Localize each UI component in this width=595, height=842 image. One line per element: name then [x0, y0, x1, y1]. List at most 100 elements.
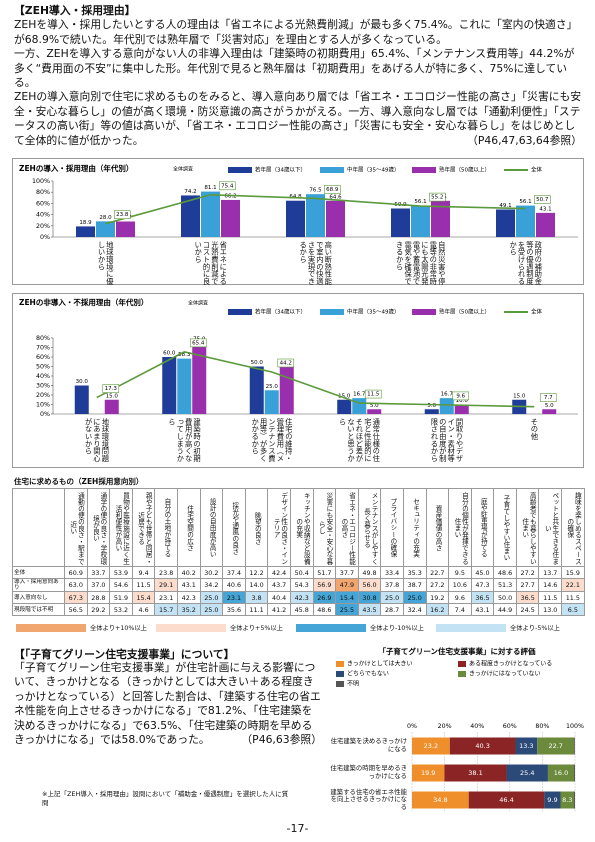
bar-segment [449, 737, 516, 755]
y-tick-label: 80% [36, 189, 50, 196]
table-cell: 48.6 [312, 603, 337, 616]
table-cell: 22.1 [561, 578, 585, 592]
bar-segment [547, 764, 575, 782]
row-header: 現段階では不明 [12, 603, 65, 616]
legend-label: きっかけとしては大きい [347, 660, 412, 668]
y-tick-label: 80% [36, 335, 50, 342]
data-label: 49.1 [499, 203, 511, 209]
bar [96, 221, 115, 237]
bar-segment [506, 764, 548, 782]
bar-segment [468, 791, 545, 809]
table-cell: 56.5 [64, 603, 88, 616]
table-cell: 25.0 [199, 591, 224, 604]
table-cell: 27.2 [515, 566, 540, 579]
bar [201, 191, 220, 237]
table-cell: 27.2 [425, 578, 450, 592]
data-label: 10.0 [456, 398, 469, 404]
data-label: 8.3 [562, 796, 572, 804]
x-tick-label: 100% [566, 723, 584, 730]
label-wrap: 自然災害や停電等の非常時にも太陽光発電や蓄電池で電気を確保できるから [368, 241, 473, 285]
label-wrap: 建築時の初期費用が高くなってしまうから [141, 418, 229, 468]
column-header: 住宅空間の広さ [176, 488, 201, 567]
data-label: 23.2 [424, 742, 438, 750]
legend-label: 全体より+5%以上 [230, 625, 283, 632]
bar [496, 209, 515, 237]
table-title: 住宅に求めるもの（ZEH採用意向別） [14, 477, 144, 486]
table-cell: 36.5 [515, 591, 540, 604]
bar [439, 398, 454, 414]
chart-box: ZEHの非導入・不採用理由（年代別） 全体調査 0% 10% 20% 30% 40% 50… [12, 293, 584, 468]
table-cell: 43.1 [470, 603, 495, 616]
legend-swatch [412, 309, 436, 315]
column-label: 庭や駐車場が持てる [479, 498, 488, 558]
label-wrap: 間取りやデザイン・素材等の自由度が制限されるから [403, 418, 491, 468]
column-label: 自分の個性が発揮できる住まい [452, 491, 469, 565]
x-tick-label: 地球環境問題にあまり関心がないから [84, 418, 111, 462]
table-cell: 34.2 [199, 578, 224, 592]
column-label: 省エネ・エコロジー性能の高さ [339, 491, 356, 565]
y-tick-label: 10% [36, 402, 50, 409]
data-label: 40.3 [475, 742, 489, 750]
legend-swatch [458, 661, 466, 667]
data-label: 76.5 [309, 188, 322, 194]
column-label: 高齢者でも暮らしやすい住まい [520, 491, 537, 565]
table-cell: 25.0 [402, 591, 427, 604]
label-wrap: その他 [491, 418, 579, 468]
bar [76, 226, 95, 237]
bar [177, 358, 192, 414]
column-label: 親や子ども世帯と同居・近居できる [136, 491, 153, 565]
reference: （P46,47,63,64参照） [467, 133, 582, 147]
table-cell: 11.5 [131, 578, 156, 592]
column-label: キッチンや収納など設備の充実 [294, 491, 311, 565]
legend-label: 全体 [531, 166, 543, 174]
table-cell: 24.5 [515, 603, 540, 616]
data-label: 23.8 [116, 212, 129, 218]
data-label: 43.1 [539, 206, 551, 212]
table-wrap: 通勤の便の良さ・駅まで近い 通学の便の良さ・学校環境が良い 買物や医療施設に近く生活… [12, 488, 585, 616]
bar [431, 200, 450, 237]
chart: 「子育てグリーン住宅支援事業」に対する評価 きっかけとしては大きい ある程度きっか… [336, 646, 584, 812]
column-header: 高齢者でも暮らしやすい住まい [515, 488, 540, 567]
chart-title: 「子育てグリーン住宅支援事業」に対する評価 [378, 646, 536, 656]
data-label: 11.5 [367, 392, 380, 398]
table-cell: 27.7 [515, 578, 540, 592]
y-tick-label: 40% [36, 212, 50, 219]
table-cell: 14.0 [244, 578, 269, 592]
x-tick-label: 20% [438, 723, 452, 730]
table-cell: 29.1 [154, 578, 178, 592]
table-cell: 63.0 [64, 578, 88, 592]
table-cell: 42.4 [267, 566, 291, 579]
data-label: 30.0 [76, 379, 89, 385]
x-tick-label: 通常仕様の住宅と性能的にそれほど差がないと思うから [338, 418, 382, 462]
table-cell: 51.7 [312, 566, 337, 579]
table-cell: 43.7 [267, 578, 291, 592]
table-cell: 37.8 [380, 578, 404, 592]
paragraph: ZEHを導入・採用したいとする人の理由は「省エネによる光熱費削減」が最も多く75… [14, 18, 578, 46]
data-label: 56.1 [519, 199, 531, 205]
bar [221, 199, 240, 237]
column-header: キッチンや収納など設備の充実 [289, 488, 314, 567]
table-cell: 44.9 [493, 603, 517, 616]
data-label: 25.4 [520, 769, 534, 777]
column-label: ペットと共生できる住まい [543, 491, 559, 565]
legend-label: 全体より-5%以上 [510, 625, 560, 632]
paragraph-text: ZEHの導入意向別で住宅に求めるものをみると、導入意向あり層では「省エネ・エコロ… [14, 90, 582, 147]
data-label: 68.9 [326, 187, 339, 193]
data-label: 15.0 [513, 393, 526, 399]
data-label: 17.3 [105, 386, 118, 392]
legend-label: 全体より-10%以上 [370, 625, 424, 632]
chart-box: ZEHの導入・採用理由（年代別） 全体調査 0% 20% 40% 60% 80% 100%… [12, 158, 584, 285]
table-cell: 12.2 [244, 566, 269, 579]
x-tick-label: 自然災害や停電等の非常時にも太陽光発電や蓄電池で電気を確保できるから [395, 241, 447, 285]
table-cell: 37.4 [222, 566, 246, 579]
table-cell: 4.6 [131, 603, 156, 616]
table-cell: 15.9 [561, 566, 585, 579]
y-tick-label: 40% [36, 373, 50, 380]
data-label: 15.0 [106, 393, 119, 399]
row-header: 導入意向なし [12, 591, 65, 604]
table-cell: 28.7 [380, 603, 404, 616]
table-cell: 32.4 [402, 603, 427, 616]
bar [116, 221, 135, 237]
table-cell: 50.0 [493, 591, 517, 604]
table-cell: 29.2 [86, 603, 111, 616]
